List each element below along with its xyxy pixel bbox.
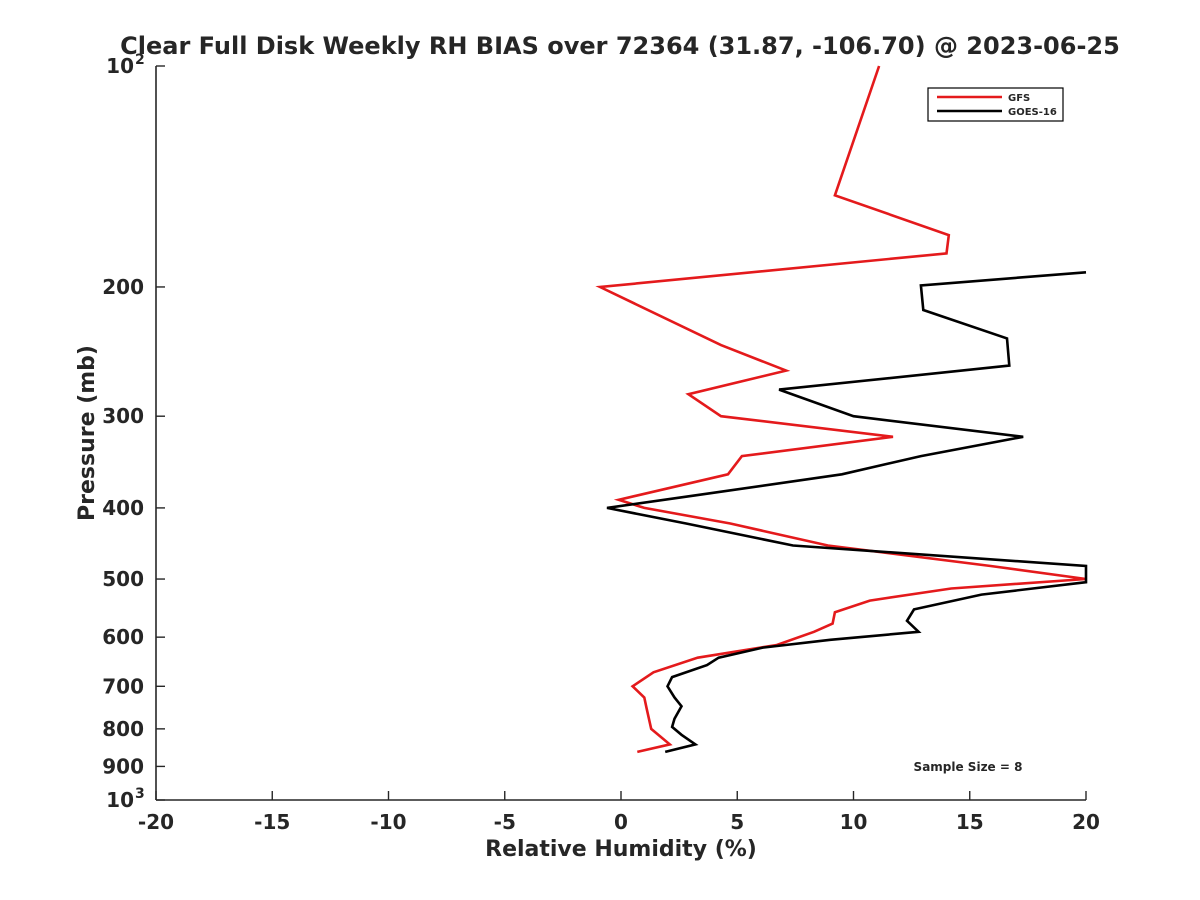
- series-line-goes16: [606, 271, 1088, 754]
- legend-label-goes16: GOES-16: [1008, 107, 1057, 118]
- y-tick-label: 800: [102, 717, 144, 741]
- y-tick-exponent: 3: [135, 786, 145, 802]
- series-line-gfs: [595, 65, 1087, 754]
- x-tick-label: -20: [138, 810, 174, 834]
- x-tick-label: 10: [840, 810, 868, 834]
- x-tick-label: -5: [494, 810, 516, 834]
- y-tick-label: 10: [106, 54, 134, 78]
- sample-size-annotation: Sample Size = 8: [914, 760, 1023, 774]
- legend-box: [927, 87, 1064, 122]
- x-tick-label: -10: [370, 810, 406, 834]
- x-tick-label: 5: [730, 810, 744, 834]
- y-tick-label: 500: [102, 567, 144, 591]
- y-tick-label: 400: [102, 496, 144, 520]
- x-tick-label: 0: [614, 810, 628, 834]
- x-axis-label: Relative Humidity (%): [485, 837, 757, 862]
- legend-label-gfs: GFS: [1008, 93, 1030, 104]
- legend: GFS GOES-16: [927, 87, 1064, 122]
- y-axis-label: Pressure (mb): [75, 345, 100, 521]
- y-tick-label: 900: [102, 754, 144, 778]
- y-tick-label: 300: [102, 404, 144, 428]
- x-tick-label: 20: [1072, 810, 1100, 834]
- x-axis-ticks: -20 -15 -10 -5 0 5 10 15 20: [138, 791, 1100, 834]
- x-tick-label: 15: [956, 810, 984, 834]
- x-tick-label: -15: [254, 810, 290, 834]
- series-layer: [595, 65, 1088, 754]
- chart-title: Clear Full Disk Weekly RH BIAS over 7236…: [120, 32, 1120, 60]
- y-tick-label: 10: [106, 788, 134, 812]
- y-tick-label: 200: [102, 275, 144, 299]
- y-tick-exponent: 2: [135, 52, 145, 68]
- y-tick-label: 700: [102, 674, 144, 698]
- y-tick-label: 600: [102, 625, 144, 649]
